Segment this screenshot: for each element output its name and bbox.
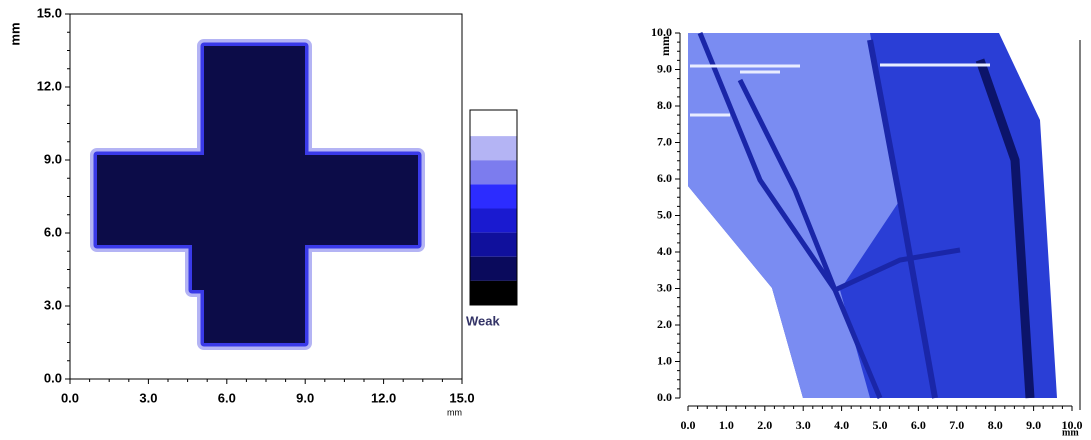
x-tick-label: 3.0 <box>796 418 811 432</box>
x-tick-label: 9.0 <box>296 390 314 405</box>
colorbar-label: Weak <box>466 313 500 328</box>
x-tick-label: 4.0 <box>834 418 849 432</box>
y-tick-label: 0.0 <box>657 390 672 404</box>
colorbar-swatch <box>470 232 517 257</box>
x-tick-label: 10.0 <box>1062 418 1083 432</box>
colorbar <box>469 109 518 306</box>
colorbar-swatch <box>470 208 517 233</box>
ridge <box>975 58 1035 399</box>
contour-core <box>97 46 418 343</box>
colorbar-frame <box>469 109 518 306</box>
ridge <box>737 78 838 291</box>
x-tick-label: 6.0 <box>911 418 926 432</box>
y-tick-label: 15.0 <box>37 5 62 20</box>
x-tick-label: 3.0 <box>139 390 157 405</box>
chart-left: Weak mm mm 0.0 3.0 6.0 9.0 12.0 15.0 0.0 3.0 6.0… <box>7 5 518 417</box>
colorbar-swatch <box>470 160 517 185</box>
y-tick-label: 2.0 <box>657 317 672 331</box>
x-tick-label: 8.0 <box>988 418 1003 432</box>
y-tick-label: 5.0 <box>657 207 672 221</box>
x-tick-label: 0.0 <box>61 390 79 405</box>
colorbar-swatch <box>470 136 517 161</box>
x-axis-label: mm <box>1062 427 1079 438</box>
x-tick-label: 15.0 <box>449 390 474 405</box>
ridge <box>867 39 938 399</box>
ridge <box>833 247 961 293</box>
x-tick-label: 7.0 <box>949 418 964 432</box>
x-tick-label: 12.0 <box>371 390 396 405</box>
y-tick-label: 3.0 <box>657 280 672 294</box>
colorbar-swatch <box>470 112 517 137</box>
y-tick-label: 10.0 <box>651 25 672 39</box>
y-tick-label: 3.0 <box>44 297 62 312</box>
x-tick-label: 2.0 <box>757 418 772 432</box>
region-light <box>688 33 900 398</box>
y-tick-label: 6.0 <box>44 224 62 239</box>
x-axis-label: mm <box>447 407 462 417</box>
y-tick-label: 8.0 <box>657 98 672 112</box>
y-tick-label: 0.0 <box>44 370 62 385</box>
y-tick-label: 9.0 <box>44 151 62 166</box>
y-tick-label: 4.0 <box>657 244 672 258</box>
y-axis-label: mm <box>658 36 672 56</box>
colorbar-swatch <box>470 256 517 281</box>
colorbar-swatch <box>470 184 517 209</box>
x-tick-label: 1.0 <box>719 418 734 432</box>
x-tick-label: 9.0 <box>1026 418 1041 432</box>
x-tick-label: 5.0 <box>873 418 888 432</box>
chart-right: mm mm 0.0 1.0 2.0 3.0 4.0 5.0 6.0 7.0 8.0 9.0 10.0… <box>651 25 1083 439</box>
y-axis-label: mm <box>7 22 22 45</box>
ridge <box>697 32 883 399</box>
y-tick-label: 9.0 <box>657 61 672 75</box>
x-tick-label: 0.0 <box>681 418 696 432</box>
y-tick-label: 1.0 <box>657 353 672 367</box>
x-tick-label: 6.0 <box>218 390 236 405</box>
y-tick-label: 12.0 <box>37 78 62 93</box>
colorbar-swatch <box>470 280 517 305</box>
y-tick-label: 6.0 <box>657 171 672 185</box>
y-tick-label: 7.0 <box>657 134 672 148</box>
streak <box>690 63 990 117</box>
